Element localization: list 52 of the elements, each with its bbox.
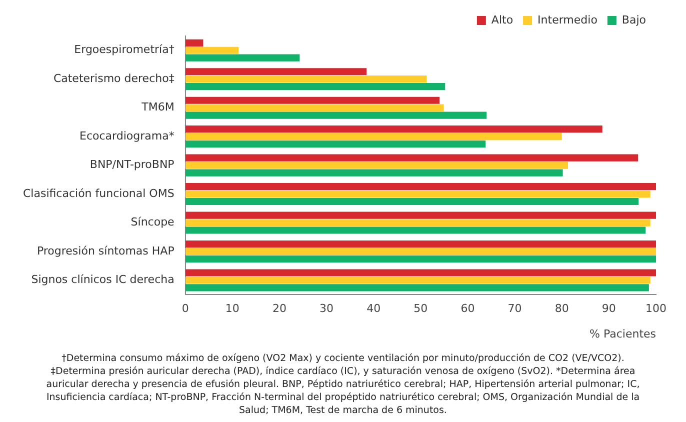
bar: [185, 212, 656, 219]
y-tick-label: TM6M: [140, 100, 174, 114]
x-tick-label: 50: [414, 302, 428, 316]
bar: [185, 96, 440, 104]
x-tick-label: 10: [225, 302, 240, 316]
x-axis-title: % Pacientes: [590, 327, 656, 340]
bar: [185, 190, 650, 198]
bar: [185, 284, 649, 292]
bar: [185, 104, 444, 112]
bar: [185, 276, 650, 284]
bar: [185, 46, 239, 54]
x-tick-label: 80: [554, 302, 569, 316]
x-tick-label: 60: [460, 302, 475, 316]
legend-label: Bajo: [622, 13, 646, 26]
bar: [185, 76, 427, 83]
bar: [185, 198, 639, 206]
y-tick-label: Síncope: [130, 216, 175, 229]
x-tick-label: 20: [272, 302, 286, 316]
x-tick-label: 40: [366, 302, 381, 316]
x-tick-label: 90: [602, 302, 616, 316]
bar: [185, 83, 446, 90]
bar: [185, 183, 656, 190]
y-tick-label: Cateterismo derecho‡: [53, 72, 175, 85]
y-tick-label: Clasificación funcional OMS: [22, 186, 174, 200]
bar: [185, 68, 367, 76]
bar: [185, 112, 487, 119]
bar: [185, 240, 656, 248]
bar: [185, 126, 602, 133]
bar: [185, 219, 650, 226]
bar: [185, 269, 656, 276]
x-tick-label: 0: [182, 302, 189, 316]
y-tick-label: BNP/NT-proBNP: [90, 158, 175, 172]
bar: [185, 255, 656, 263]
y-tick-label: Ergoespirometría†: [74, 43, 175, 56]
bar: [185, 54, 300, 62]
bar: [185, 154, 638, 162]
bar: [185, 162, 568, 169]
bar: [185, 248, 656, 256]
legend-label: Intermedio: [538, 13, 598, 26]
y-tick-label: Progresión síntomas HAP: [36, 244, 175, 258]
x-tick-label: 70: [508, 302, 522, 316]
bar: [185, 39, 204, 46]
legend-label: Alto: [491, 13, 514, 26]
bar: [185, 133, 562, 140]
bar: [185, 169, 563, 176]
x-tick-label: 30: [320, 302, 334, 316]
bar: [185, 140, 486, 148]
y-tick-label: Signos clínicos IC derecha: [31, 273, 174, 286]
y-tick-label: Ecocardiograma*: [80, 129, 175, 142]
bar: [185, 226, 646, 234]
text: †Determina consumo máximo de oxígeno (VO2 Max) y cociente ventilación por minuto/producción de CO2 (VE/VCO2). ‡Determina presión auricular derecha (PAD), índice cardíaco (IC), y saturación venosa de oxígeno (SvO2). *Determina área auricular derecha y presencia de efusión pleural. BNP, Péptido natriurético cerebral; HAP, Hipertensión arterial pulmonar; IC, Insuficiencia cardíaca; NT-proBNP, Fracción N-terminal del propéptido natriurético cerebral; OMS, Organización Mundial de la Salud; TM6M, Test de marcha de 6 minutos.: [45, 352, 641, 417]
x-tick-label: 100: [646, 302, 666, 316]
